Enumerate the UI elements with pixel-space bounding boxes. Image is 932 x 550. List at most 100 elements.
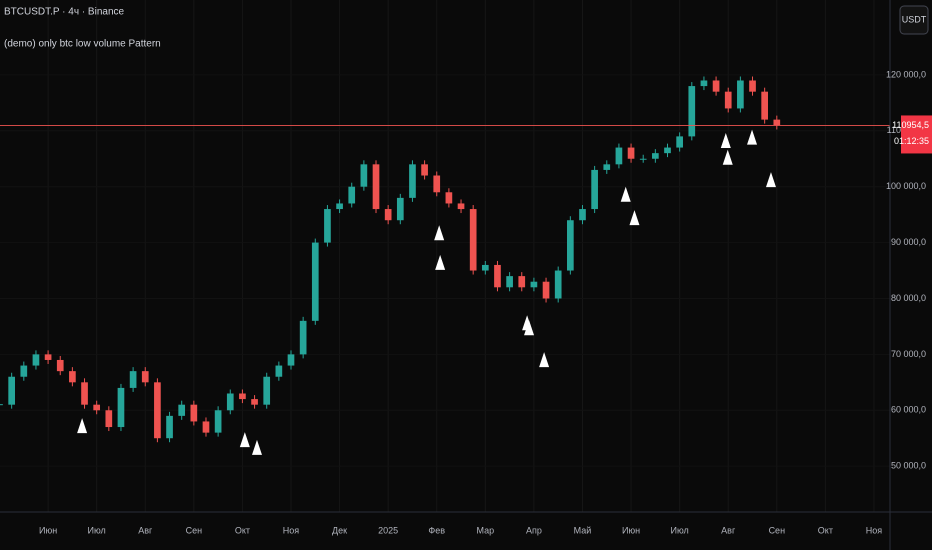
candle	[396, 197, 404, 221]
candle	[384, 209, 392, 221]
candle	[652, 153, 659, 159]
x-tick-label: 2025	[378, 525, 398, 535]
candle	[761, 91, 769, 120]
y-tick-label: 120 000,0	[886, 69, 926, 79]
candle	[202, 421, 210, 433]
candle	[129, 371, 137, 388]
y-tick-label: 80 000,0	[891, 293, 926, 303]
candle	[676, 136, 683, 148]
candle	[688, 86, 696, 137]
candle	[773, 119, 781, 126]
grid	[47, 0, 875, 512]
currency-button[interactable]	[899, 5, 929, 35]
candle	[56, 359, 64, 372]
candle	[433, 175, 441, 193]
x-tick-label: Авг	[138, 525, 153, 535]
candle	[32, 354, 40, 366]
candle	[93, 404, 101, 411]
axes: Июн Июл Авг Сен Окт Ноя Дек 2025 Фев Мар Апр Май Июн…	[39, 69, 932, 535]
candle	[639, 158, 647, 160]
x-tick-label: Фев	[428, 525, 445, 535]
candle	[154, 382, 161, 439]
y-tick-label: 50 000,0	[891, 461, 926, 471]
candle	[469, 209, 477, 271]
candle	[554, 270, 562, 299]
signal-marker	[722, 149, 733, 165]
signal-marker	[765, 172, 776, 188]
chart-title: BTCUSDT.P · 4ч · Binance	[4, 7, 125, 18]
candle	[445, 192, 453, 204]
candle	[579, 209, 586, 221]
candle	[518, 276, 526, 288]
signal-marker	[239, 432, 250, 448]
candle	[275, 365, 283, 377]
candle	[239, 393, 246, 400]
candle	[105, 410, 113, 428]
candle	[530, 281, 538, 288]
candle	[299, 320, 307, 355]
candle	[81, 382, 88, 405]
signal-marker	[434, 225, 445, 241]
candle	[712, 80, 720, 92]
x-tick-label: Окт	[818, 525, 833, 535]
candle	[214, 410, 222, 433]
x-tick-label: Окт	[235, 525, 250, 535]
signal-marker	[77, 418, 88, 434]
x-tick-label: Июн	[622, 525, 640, 535]
candle	[141, 371, 149, 383]
candle	[226, 393, 234, 411]
signal-marker	[629, 210, 640, 226]
candle	[8, 376, 15, 405]
candle	[542, 281, 550, 299]
candle	[69, 371, 76, 383]
x-tick-label: Мар	[477, 525, 495, 535]
x-tick-label: Июл	[88, 525, 106, 535]
candle	[481, 264, 489, 271]
y-tick-label: 90 000,0	[891, 237, 926, 247]
countdown-label: 01:12:35	[894, 136, 929, 146]
candle	[700, 80, 708, 87]
x-tick-label: Ноя	[866, 525, 883, 535]
candle	[178, 404, 186, 416]
x-tick-label: Июл	[671, 525, 689, 535]
candle	[44, 354, 52, 360]
candle	[190, 404, 198, 422]
y-tick-label: 100 000,0	[886, 181, 926, 191]
candle	[506, 276, 513, 288]
x-tick-label: Ноя	[283, 525, 300, 535]
candle	[166, 415, 173, 439]
x-tick-label: Сен	[769, 525, 786, 535]
candle	[263, 376, 271, 405]
signal-marker	[539, 352, 550, 368]
candle	[615, 147, 623, 165]
candle	[457, 203, 465, 210]
signal-marker	[747, 129, 758, 145]
currency-label[interactable]: USDT	[902, 14, 927, 24]
candle	[336, 203, 343, 210]
candle	[494, 264, 501, 288]
x-tick-label: Апр	[526, 525, 542, 535]
candle	[287, 354, 295, 366]
signal-marker	[251, 439, 262, 455]
candle	[749, 80, 756, 92]
candle	[360, 164, 368, 187]
candle	[627, 147, 635, 159]
candle	[566, 220, 574, 271]
candle	[591, 169, 598, 210]
x-tick-label: Дек	[332, 525, 347, 535]
plot	[0, 76, 890, 455]
candle	[251, 399, 258, 405]
candle	[409, 164, 416, 198]
candle	[311, 242, 319, 321]
signal-marker	[720, 133, 731, 149]
candle	[117, 387, 125, 428]
last-price-label: 110954,5	[892, 120, 929, 130]
candle	[324, 209, 331, 243]
signal-marker	[524, 320, 535, 336]
candle	[372, 164, 380, 210]
y-tick-label: 70 000,0	[891, 349, 926, 359]
x-tick-label: Сен	[186, 525, 203, 535]
candle	[664, 147, 671, 154]
